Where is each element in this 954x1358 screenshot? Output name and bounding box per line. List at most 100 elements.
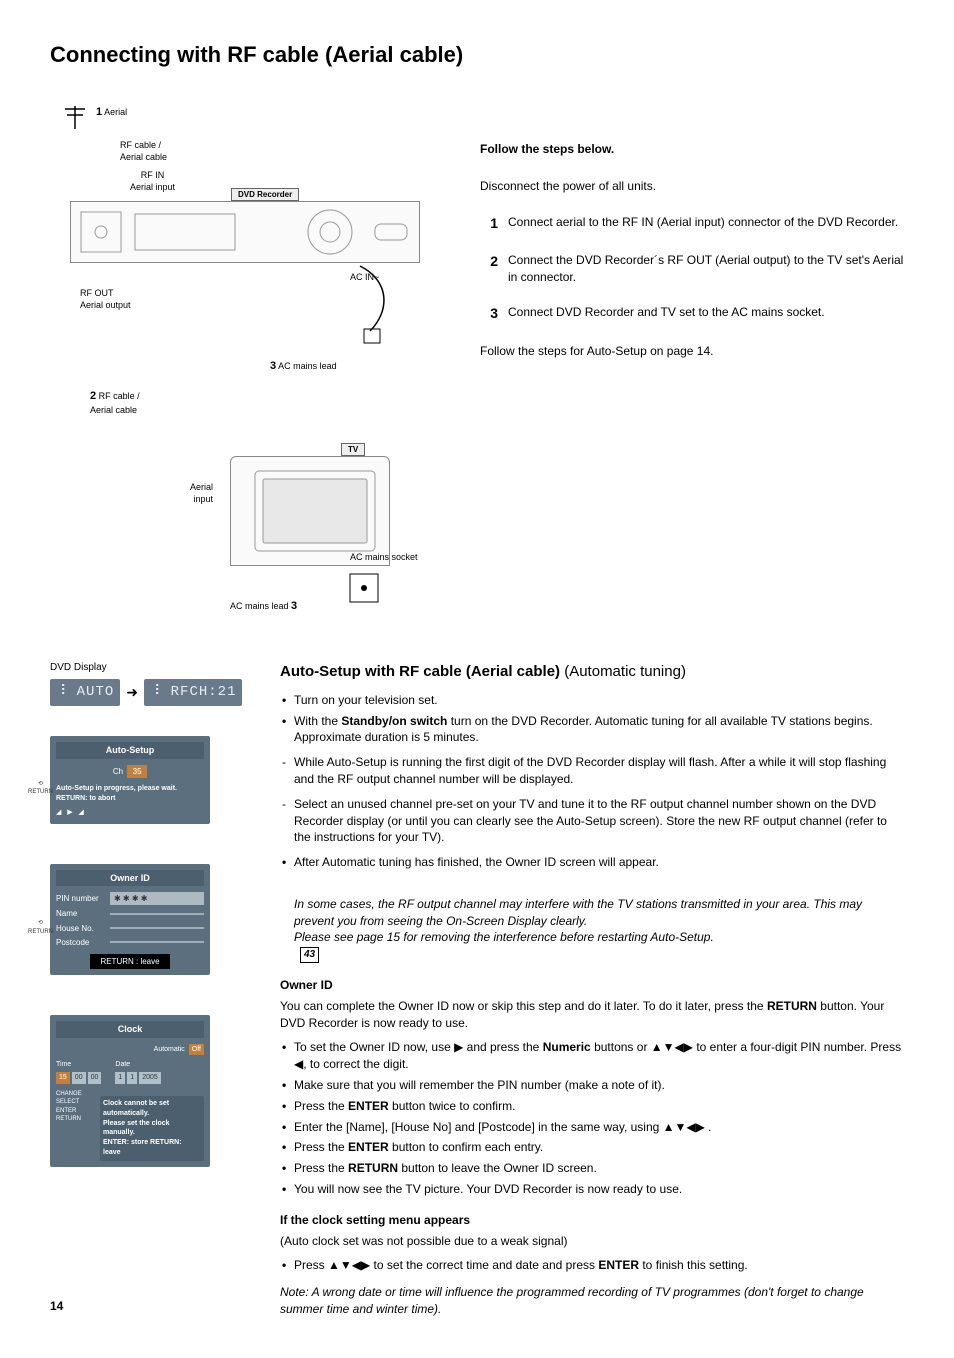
- page-number: 14: [50, 1298, 63, 1315]
- autosetup-dashes: While Auto-Setup is running the first di…: [280, 754, 904, 846]
- bullet-item: Press the ENTER button twice to confirm.: [280, 1098, 904, 1115]
- osd-ownerid: ⟲RETURN Owner ID PIN number✱ ✱ ✱ ✱ Name …: [50, 864, 210, 976]
- clock-mo: 1: [127, 1072, 137, 1084]
- osd-time-label: Time: [56, 1060, 101, 1070]
- step-text: Connect aerial to the RF IN (Aerial inpu…: [508, 214, 904, 234]
- lcd-rfch: ⠸ RFCH:21: [144, 679, 242, 707]
- ownerid-bullets: To set the Owner ID now, use ▶ and press…: [280, 1039, 904, 1197]
- return-side-icon: ⟲RETURN: [28, 919, 53, 936]
- autosetup-heading: Auto-Setup with RF cable (Aerial cable): [280, 663, 560, 680]
- dvd-recorder-box: DVD Recorder: [70, 201, 420, 263]
- osd-autosetup-title: Auto-Setup: [56, 742, 204, 759]
- dvd-recorder-label: DVD Recorder: [231, 188, 299, 201]
- diag-mainslead-num: 3: [270, 360, 276, 372]
- osd-clock-msg: Clock cannot be set automatically. Pleas…: [100, 1096, 204, 1161]
- bullet-item: You will now see the TV picture. Your DV…: [280, 1181, 904, 1198]
- bullet-item: After Automatic tuning has finished, the…: [280, 854, 904, 871]
- step-item: 3 Connect DVD Recorder and TV set to the…: [480, 304, 904, 324]
- osd-autosetup-msg: Auto-Setup in progress, please wait. RET…: [56, 784, 204, 804]
- bullet-item: To set the Owner ID now, use ▶ and press…: [280, 1039, 904, 1073]
- clock-y: 2005: [139, 1072, 161, 1084]
- clock-m: 00: [72, 1072, 86, 1084]
- lcd-auto: ⠸ AUTO: [50, 679, 120, 707]
- step-item: 1 Connect aerial to the RF IN (Aerial in…: [480, 214, 904, 234]
- dash-item: While Auto-Setup is running the first di…: [280, 754, 904, 788]
- osd-row-label: House No.: [56, 923, 106, 934]
- clock-heading: If the clock setting menu appears: [280, 1212, 904, 1229]
- clock-d: 1: [115, 1072, 125, 1084]
- osd-row-value: [110, 941, 204, 943]
- page-ref-box: 43: [300, 947, 319, 963]
- osd-row-value: [110, 913, 204, 915]
- socket-icon: [340, 566, 390, 616]
- bullet-item: Press the ENTER button to confirm each e…: [280, 1139, 904, 1156]
- bullet-item: With the Standby/on switch turn on the D…: [280, 713, 904, 747]
- step-num: 3: [480, 304, 498, 324]
- recorder-ports-icon: [75, 204, 415, 260]
- bullet-item: Enter the [Name], [House No] and [Postco…: [280, 1119, 904, 1136]
- diag-aerialin: Aerial input: [190, 481, 213, 506]
- clock-note: Note: A wrong date or time will influenc…: [280, 1284, 904, 1318]
- bullet-item: Press ▲▼◀▶ to set the correct time and d…: [280, 1257, 904, 1274]
- step-num: 1: [480, 214, 498, 234]
- lcd-row: ⠸ AUTO ➜ ⠸ RFCH:21: [50, 679, 250, 707]
- ownerid-heading: Owner ID: [280, 977, 904, 994]
- step-item: 2 Connect the DVD Recorder´s RF OUT (Aer…: [480, 252, 904, 286]
- osd-row-label: Postcode: [56, 937, 106, 948]
- osd-auto-value: Off: [189, 1044, 204, 1056]
- disconnect-text: Disconnect the power of all units.: [480, 178, 904, 195]
- page-title: Connecting with RF cable (Aerial cable): [50, 40, 904, 71]
- return-side-icon: ⟲RETURN: [28, 780, 53, 797]
- dvd-display-label: DVD Display: [50, 661, 250, 675]
- connection-diagram: 1 Aerial RF cable / Aerial cable RF IN A…: [50, 101, 450, 621]
- diag-rfcable2: RF cable / Aerial cable: [90, 391, 140, 415]
- osd-row-label: Name: [56, 908, 106, 919]
- osd-row-label: PIN number: [56, 893, 106, 904]
- osd-nav-icons: ◢ ▶ ◢: [56, 808, 204, 818]
- osd-autosetup: ⟲RETURN Auto-Setup Ch 35 Auto-Setup in p…: [50, 736, 210, 823]
- diag-mainslead: AC mains lead: [278, 361, 337, 371]
- autosetup-suffix: (Automatic tuning): [560, 663, 686, 680]
- tv-label: TV: [341, 443, 365, 456]
- osd-auto-label: Automatic: [154, 1045, 185, 1055]
- autosetup-bullets: Turn on your television set. With the St…: [280, 692, 904, 746]
- diag-rfin: RF IN Aerial input: [130, 169, 175, 194]
- clock-h: 15: [56, 1072, 70, 1084]
- osd-date-label: Date: [115, 1060, 160, 1070]
- osd-ch-label: Ch: [113, 766, 123, 777]
- arrow-icon: ➜: [126, 683, 138, 703]
- osd-owner-title: Owner ID: [56, 870, 204, 887]
- diag-aerial-label: Aerial: [104, 107, 127, 117]
- diag-rfcable1: RF cable / Aerial cable: [120, 139, 167, 164]
- diag-mainslead-b: AC mains lead: [230, 601, 289, 611]
- tv-icon: [235, 461, 385, 561]
- follow-setup-text: Follow the steps for Auto-Setup on page …: [480, 343, 904, 360]
- osd-clock: Clock Automatic Off Time 15 00 00 Date: [50, 1015, 210, 1167]
- bullet-item: Turn on your television set.: [280, 692, 904, 709]
- step-text: Connect the DVD Recorder´s RF OUT (Aeria…: [508, 252, 904, 286]
- tv-box: TV: [230, 456, 390, 566]
- diag-acsocket: AC mains socket: [350, 551, 418, 564]
- step-text: Connect DVD Recorder and TV set to the A…: [508, 304, 904, 324]
- antenna-icon: [60, 101, 90, 131]
- osd-clock-title: Clock: [56, 1021, 204, 1038]
- follow-heading: Follow the steps below.: [480, 141, 904, 158]
- osd-return-leave: RETURN : leave: [90, 954, 170, 969]
- clock-s: 00: [88, 1072, 102, 1084]
- plug-icon: [350, 261, 410, 351]
- osd-row-value: [110, 927, 204, 929]
- diag-rfout: RF OUT Aerial output: [80, 287, 131, 312]
- italic-note: In some cases, the RF output channel may…: [280, 879, 904, 963]
- osd-row-value: ✱ ✱ ✱ ✱: [110, 892, 204, 905]
- diag-rfcable2-num: 2: [90, 390, 96, 402]
- bullet-item: Make sure that you will remember the PIN…: [280, 1077, 904, 1094]
- connection-steps: 1 Connect aerial to the RF IN (Aerial in…: [480, 214, 904, 323]
- diag-mainslead-b-num: 3: [291, 600, 297, 612]
- osd-ch-value: 35: [127, 765, 147, 778]
- dash-item: Select an unused channel pre-set on your…: [280, 796, 904, 846]
- diag-aerial-num: 1: [96, 106, 102, 118]
- osd-clock-side: CHANGE SELECT ENTER RETURN: [56, 1090, 96, 1161]
- clock-sub: (Auto clock set was not possible due to …: [280, 1233, 904, 1250]
- step-num: 2: [480, 252, 498, 286]
- ownerid-intro: You can complete the Owner ID now or ski…: [280, 998, 904, 1032]
